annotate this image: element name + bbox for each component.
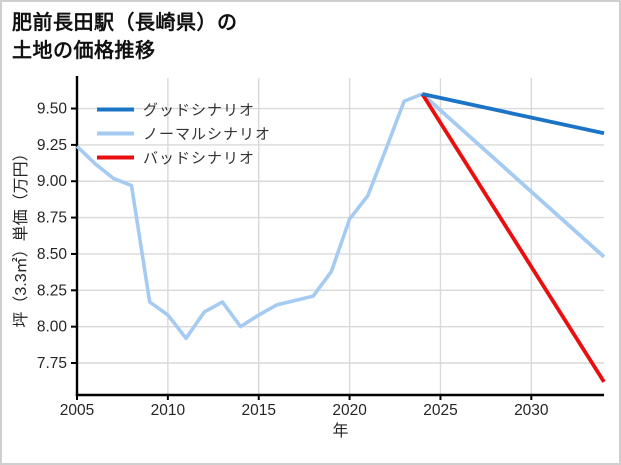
x-axis-label: 年 [332, 422, 348, 440]
x-tick-label: 2025 [423, 402, 457, 419]
x-tick-label: 2015 [241, 402, 275, 419]
legend-label-good: グッドシナリオ [143, 102, 255, 119]
y-tick-label: 9.00 [37, 173, 68, 190]
series-line-normal [421, 92, 606, 259]
y-tick-label: 9.50 [37, 101, 68, 118]
x-tick-label: 2030 [514, 402, 549, 419]
legend-label-normal: ノーマルシナリオ [143, 126, 271, 143]
x-tick-label: 2005 [60, 402, 94, 419]
series-line-good [421, 92, 605, 136]
y-tick-label: 9.25 [37, 137, 67, 154]
y-tick-label: 8.00 [37, 319, 68, 336]
series-line-history [75, 92, 423, 341]
x-tick-label: 2010 [151, 402, 186, 419]
y-tick-label: 8.50 [37, 246, 68, 263]
series-line-bad [420, 92, 606, 383]
y-axis-label: 坪（3.3㎡）単価（万円） [12, 145, 30, 327]
page-title: 肥前長田駅（長崎県）の 土地の価格推移 [12, 10, 238, 65]
y-tick-label: 8.25 [37, 282, 67, 299]
legend-label-bad: バッドシナリオ [143, 150, 255, 167]
page-title-line1: 肥前長田駅（長崎県）の [12, 12, 238, 34]
y-tick-label: 7.75 [37, 355, 67, 372]
page-title-line2: 土地の価格推移 [12, 39, 156, 62]
y-tick-label: 8.75 [37, 210, 67, 227]
x-tick-label: 2020 [332, 402, 367, 419]
